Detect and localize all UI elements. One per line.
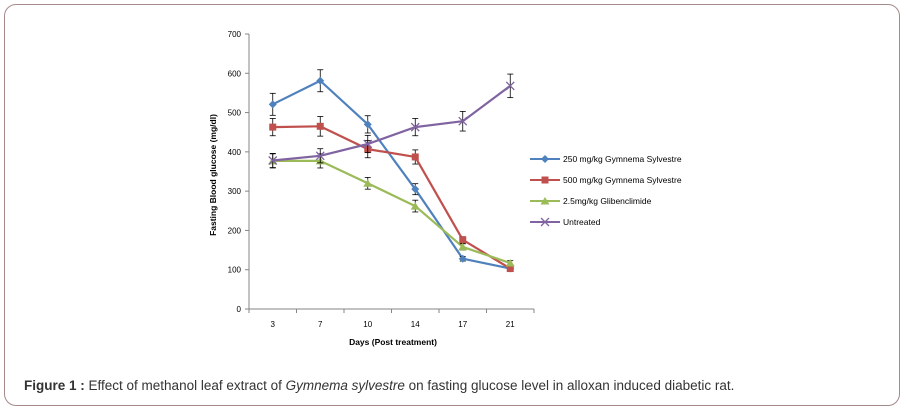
y-tick-label: 100 [228,266,242,275]
figure-caption: Figure 1 : Effect of methanol leaf extra… [24,378,734,393]
series-line [272,125,511,270]
y-tick-label: 700 [228,30,242,39]
series-line [272,159,511,265]
x-tick-label: 10 [363,320,372,329]
glucose-line-chart: 0 100 200 300 400 500 600 700 3 7 10 14 17 21 250 mg/… [208,30,682,347]
legend-label: 2.5mg/kg Glibenclimide [563,196,652,206]
y-axis-label: Fasting Blood glucose (mg/dl) [208,114,218,236]
caption-species: Gymnema sylvestre [285,378,405,393]
legend-label: Untreated [563,217,601,227]
data-point [363,120,372,129]
legend-label: 500 mg/kg Gymnema Sylvestre [563,175,682,185]
legend-marker [540,197,550,205]
data-point [410,202,420,210]
x-tick-label: 21 [506,320,515,329]
data-point [459,236,467,244]
caption-text-before: Effect of methanol leaf extract of [84,378,286,393]
data-point [269,123,277,131]
y-tick-label: 400 [228,148,242,157]
data-point [505,259,515,267]
chart-legend: 250 mg/kg Gymnema Sylvestre 500 mg/kg Gym… [530,154,682,227]
y-tick-label: 500 [228,109,242,118]
x-tick-label: 17 [458,320,467,329]
legend-item-3: 2.5mg/kg Glibenclimide [530,196,652,206]
data-point [316,76,325,85]
legend-marker [541,155,549,163]
data-point [411,153,419,161]
data-point [458,242,468,251]
x-tick-label: 7 [318,320,323,329]
chart-series [268,69,515,273]
y-tick-label: 300 [228,187,242,196]
y-tick-label: 200 [228,226,242,235]
data-point [268,156,278,165]
chart-axes: 0 100 200 300 400 500 600 700 3 7 10 14 17 21 [228,30,535,329]
data-point [411,185,420,194]
data-point [268,100,277,109]
data-point [458,254,467,263]
caption-label: Figure 1 : [24,378,85,393]
series-line [272,79,511,270]
series-4 [268,73,515,168]
data-point [506,265,514,273]
legend-label: 250 mg/kg Gymnema Sylvestre [563,154,682,164]
data-point [315,151,325,161]
data-point [363,179,373,187]
y-tick-label: 0 [237,305,242,314]
series-1 [268,69,515,273]
series-line [272,84,511,162]
chart-panel: 0 100 200 300 400 500 600 700 3 7 10 14 17 21 250 mg/… [182,18,719,355]
legend-marker [541,176,549,184]
data-point [458,116,468,126]
x-tick-label: 14 [411,320,420,329]
legend-item-2: 500 mg/kg Gymnema Sylvestre [530,175,682,185]
data-point [316,122,324,130]
data-point [410,122,420,132]
data-point [505,81,515,91]
legend-item-1: 250 mg/kg Gymnema Sylvestre [530,154,682,164]
caption-text-after: on fasting glucose level in alloxan indu… [404,378,735,393]
legend-item-4: Untreated [530,217,601,227]
data-point [363,139,373,149]
y-tick-label: 600 [228,69,242,78]
legend-marker [540,217,550,227]
x-tick-label: 3 [271,320,276,329]
x-axis-label: Days (Post treatment) [349,337,437,347]
